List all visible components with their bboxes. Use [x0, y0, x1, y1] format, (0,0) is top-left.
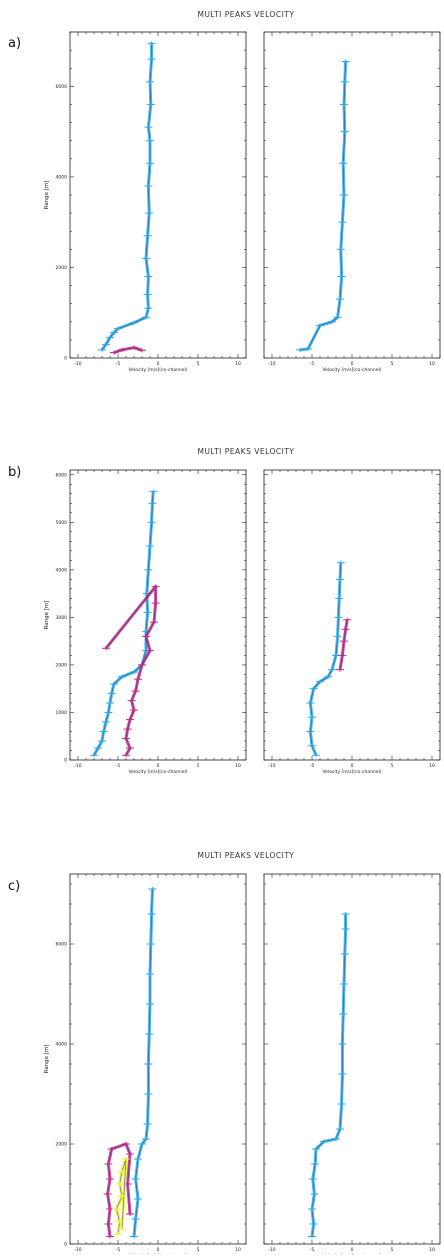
x-axis-label: Velocity [m/s](co-channel) [322, 367, 381, 373]
series-line-blue [308, 562, 343, 756]
y-axis-label: Range [m] [44, 181, 50, 210]
subplot [263, 873, 441, 1245]
series-line-blue [92, 491, 155, 756]
series-line-blue [100, 43, 154, 351]
x-tick-label: 10 [235, 763, 241, 769]
series-core-line [113, 347, 143, 353]
y-tick-label: 2000 [56, 663, 68, 669]
series-line-blue [310, 914, 348, 1237]
x-tick-label: 10 [235, 361, 241, 367]
y-axis-label: Range [m] [44, 601, 50, 630]
y-tick-label: 3000 [56, 615, 68, 621]
series-core-line [311, 914, 346, 1237]
subplot [69, 873, 247, 1245]
x-tick-label: -10 [268, 361, 275, 367]
x-tick-label: 10 [429, 1247, 435, 1253]
y-tick-label: 0 [64, 758, 67, 764]
y-tick-label: 2000 [56, 265, 68, 271]
x-tick-label: -5 [116, 1247, 121, 1253]
series-core-line [339, 619, 348, 670]
series-core-line [105, 585, 156, 756]
plot-frame [69, 873, 247, 1245]
y-tick-label: 6000 [56, 472, 68, 478]
panel-label: a) [8, 36, 21, 51]
chart-title: MULTI PEAKS VELOCITY [197, 851, 294, 860]
x-tick-label: 10 [429, 763, 435, 769]
x-tick-label: -10 [74, 763, 81, 769]
plot-frame [263, 469, 441, 761]
y-tick-label: 6000 [56, 84, 68, 90]
x-tick-label: -5 [310, 361, 315, 367]
series-core-line [101, 43, 152, 351]
x-tick-label: -10 [74, 1247, 81, 1253]
x-tick-label: 0 [351, 1247, 354, 1253]
x-axis-label: Velocity [m/s](co-channel) [128, 367, 187, 373]
plot-frame [263, 873, 441, 1245]
subplot [263, 31, 441, 359]
x-tick-label: -5 [310, 1247, 315, 1253]
x-tick-label: 0 [351, 763, 354, 769]
panel-label: b) [8, 465, 21, 480]
x-tick-label: 5 [391, 361, 394, 367]
plot-frame [263, 31, 441, 359]
series-core-line [133, 888, 153, 1237]
x-axis-label: Velocity [m/s](co-channel) [128, 769, 187, 775]
y-tick-label: 0 [64, 1242, 67, 1248]
x-tick-label: 5 [391, 1247, 394, 1253]
subplot [69, 31, 247, 359]
x-axis-label: Velocity [m/s](co-channel) [322, 769, 381, 775]
panel-label: c) [8, 879, 20, 894]
x-tick-label: 0 [351, 361, 354, 367]
plot-frame [69, 469, 247, 761]
x-tick-label: 5 [391, 763, 394, 769]
series-core-line [93, 491, 154, 756]
series-core-line [116, 1158, 127, 1235]
x-tick-label: -10 [74, 361, 81, 367]
x-tick-label: 5 [197, 763, 200, 769]
y-tick-label: 6000 [56, 942, 68, 948]
x-tick-label: -10 [268, 1247, 275, 1253]
chart-title: MULTI PEAKS VELOCITY [197, 447, 294, 456]
x-tick-label: 5 [197, 361, 200, 367]
y-tick-label: 4000 [56, 567, 68, 573]
plot-frame [69, 31, 247, 359]
y-tick-label: 5000 [56, 520, 68, 526]
chart-title: MULTI PEAKS VELOCITY [197, 10, 294, 19]
x-tick-label: -5 [116, 361, 121, 367]
y-axis-label: Range [m] [44, 1045, 50, 1074]
x-tick-label: 0 [157, 1247, 160, 1253]
x-tick-label: -10 [268, 763, 275, 769]
y-tick-label: 4000 [56, 174, 68, 180]
series-core-line [299, 61, 346, 351]
x-tick-label: 10 [235, 1247, 241, 1253]
y-tick-label: 0 [64, 356, 67, 362]
x-tick-label: 0 [157, 763, 160, 769]
subplot [69, 469, 247, 761]
series-line-blue [132, 888, 154, 1237]
x-tick-label: -5 [310, 763, 315, 769]
x-tick-label: 0 [157, 361, 160, 367]
x-tick-label: 5 [197, 1247, 200, 1253]
y-tick-label: 4000 [56, 1042, 68, 1048]
subplot [263, 469, 441, 761]
x-tick-label: 10 [429, 361, 435, 367]
y-tick-label: 2000 [56, 1142, 68, 1148]
y-tick-label: 1000 [56, 710, 68, 716]
x-tick-label: -5 [116, 763, 121, 769]
